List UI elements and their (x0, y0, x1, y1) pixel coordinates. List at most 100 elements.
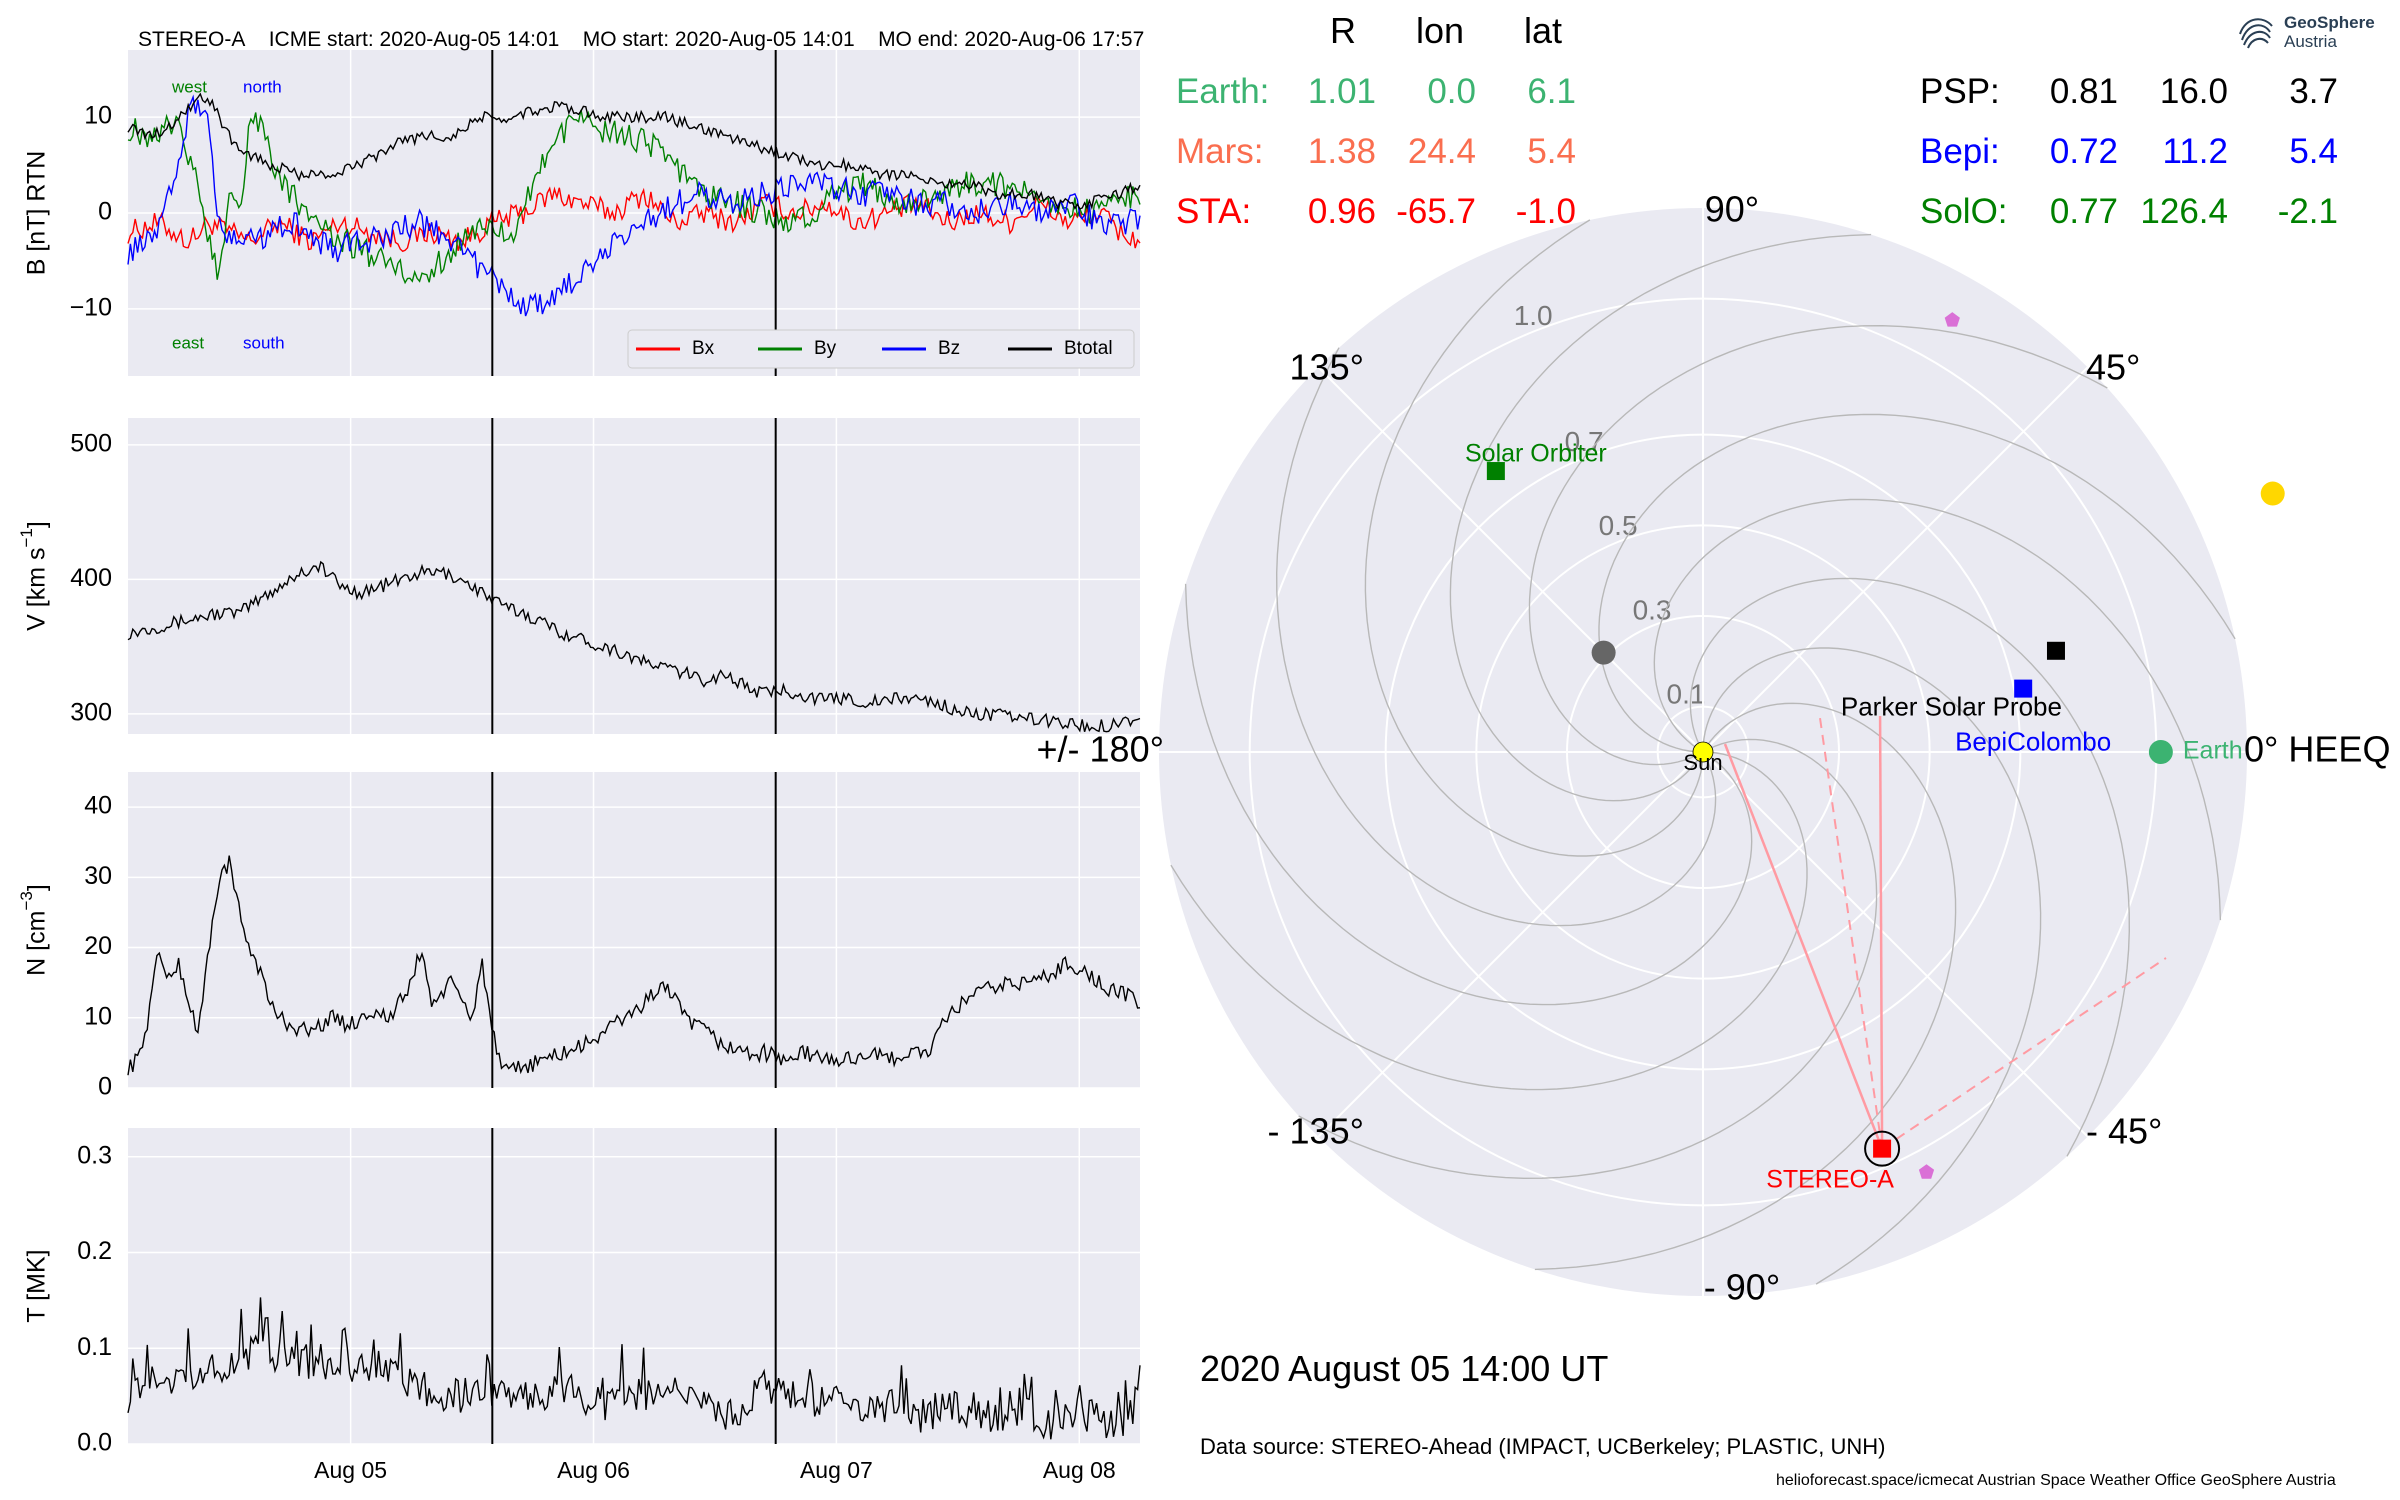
annotation-north: north (243, 77, 282, 96)
position-lon: 11.2 (2162, 132, 2228, 171)
position-lat: 5.4 (1527, 132, 1576, 171)
angle-label-90: 90° (1705, 189, 1759, 230)
series-line-t (127, 1297, 1141, 1440)
position-name: SolO: (1920, 192, 2008, 231)
angle-label-0: 0° HEEQ (2244, 729, 2390, 770)
position-lat: 3.7 (2289, 72, 2338, 111)
series-line-btotal (127, 92, 1141, 211)
parker-spiral (1298, 738, 1878, 1180)
position-lon: 24.4 (1407, 132, 1476, 171)
marker-stereo-a (1873, 1139, 1892, 1158)
position-r: 0.81 (2049, 72, 2118, 111)
marker-bepicolombo (2014, 679, 2033, 698)
position-header-r: R (1330, 10, 1356, 51)
position-r: 0.96 (1307, 192, 1376, 231)
marker-body-8 (1944, 312, 1960, 327)
marker-body-7 (1591, 640, 1616, 665)
position-row-earth: Earth: 1.01 0.0 6.1 (1176, 72, 1576, 112)
geosphere-logo-icon (2239, 18, 2273, 49)
position-r: 0.72 (2049, 132, 2118, 171)
series-line-n (127, 855, 1141, 1076)
position-lon: -65.7 (1396, 192, 1476, 231)
series-line-bz (127, 94, 1141, 317)
y-axis-label: V [km s−1] (17, 521, 50, 631)
annotation-west: west (171, 77, 207, 96)
x-tick-label: Aug 06 (557, 1457, 630, 1483)
position-lat: -1.0 (1515, 192, 1576, 231)
sta-ring-marker (1864, 1130, 1901, 1167)
position-lat: 5.4 (2289, 132, 2338, 171)
sta-fov-line (1878, 715, 1884, 1149)
parker-spiral (1653, 498, 2222, 921)
icme-start-label: ICME start: 2020-Aug-05 14:01 (268, 28, 560, 51)
plot-datetime: 2020 August 05 14:00 UT (1200, 1348, 1609, 1389)
sta-fov-dashed (1819, 717, 1884, 1149)
position-header-lat: lat (1524, 10, 1563, 51)
point-label-stereo-a: STEREO-A (1766, 1165, 1894, 1193)
position-r: 1.38 (1307, 132, 1376, 171)
position-lon: 16.0 (2159, 72, 2228, 111)
marker-parker-solar-probe (2046, 641, 2065, 660)
marker-body-9 (1918, 1164, 1935, 1179)
logo-line2: Austria (2284, 32, 2337, 51)
position-r: 0.77 (2049, 192, 2118, 231)
angle-label-neg45: - 45° (2086, 1111, 2162, 1152)
position-row-psp: PSP: 0.81 16.0 3.7 (1920, 72, 2338, 112)
point-label-solar-orbiter: Solar Orbiter (1465, 440, 1607, 468)
y-axis-label: T [MK] (23, 1249, 51, 1322)
angle-spoke (1317, 366, 1704, 753)
angle-label-neg90: - 90° (1704, 1267, 1780, 1308)
logo-line1: GeoSphere (2284, 13, 2375, 32)
parker-spiral (1528, 324, 2108, 766)
marker-sun (1692, 741, 1714, 763)
position-name: Earth: (1176, 72, 1270, 111)
y-tick-label: 400 (70, 564, 112, 592)
data-source-label: Data source: STEREO-Ahead (IMPACT, UCBer… (1200, 1434, 1886, 1459)
position-lon: 126.4 (2140, 192, 2228, 231)
legend-label-btotal: Btotal (1064, 338, 1113, 359)
timeseries-panel-temperature: 0.3 0.2 0.1 0.0 T [MK] Aug 05 Aug 06 Aug 07 Aug … (23, 1128, 1141, 1483)
position-row-bepi: Bepi: 0.72 11.2 5.4 (1920, 132, 2338, 172)
marker-solar-orbiter (1486, 462, 1505, 481)
y-tick-label: 0.3 (77, 1141, 112, 1169)
point-label-bepicolombo: BepiColombo (1955, 726, 2111, 756)
position-row-sta: STA: 0.96 -65.7 -1.0 (1176, 192, 1576, 232)
position-name: STA: (1176, 192, 1252, 231)
y-axis-label: N [cm−3] (17, 884, 50, 976)
radial-tick-label: 0.3 (1633, 594, 1672, 625)
parker-spiral (1275, 347, 1717, 927)
position-name: Bepi: (1920, 132, 2000, 171)
point-label-earth: Earth (2183, 737, 2243, 765)
annotation-east: east (172, 333, 204, 352)
legend-label-bx: Bx (692, 338, 715, 359)
y-tick-label: 30 (84, 862, 112, 890)
y-tick-label: 10 (84, 102, 112, 130)
parker-spiral (1184, 583, 1753, 1006)
position-row-mars: Mars: 1.38 24.4 5.4 (1176, 132, 1576, 172)
angle-label-180: +/- 180° (1037, 729, 1164, 770)
spacecraft-name: STEREO-A (138, 28, 246, 51)
y-tick-label: 0 (98, 1073, 112, 1101)
marker-body-2 (2260, 481, 2285, 506)
legend-box (627, 329, 1135, 369)
y-tick-label: 0 (98, 198, 112, 226)
panel-background (128, 418, 1140, 734)
point-label-parker-solar-probe: Parker Solar Probe (1841, 692, 2062, 722)
position-name: Mars: (1176, 132, 1264, 171)
radial-tick-label: 1.0 (1514, 300, 1553, 331)
parker-spiral (1702, 647, 2042, 1285)
sta-fov-dashed (1881, 957, 2167, 1150)
y-tick-label: 0.2 (77, 1237, 112, 1265)
footer-credits: helioforecast.space/icmecat Austrian Spa… (1776, 1472, 2336, 1489)
y-tick-label: 0.0 (77, 1429, 112, 1457)
timeseries-panel-density: 40 30 20 10 0 N [cm−3] (17, 772, 1141, 1101)
y-tick-label: −10 (70, 293, 112, 321)
position-name: PSP: (1920, 72, 2000, 111)
parker-spiral (1689, 577, 2131, 1157)
parker-spiral (1598, 413, 2236, 753)
point-label-sun: Sun (1683, 750, 1722, 775)
angle-spoke (1317, 751, 1704, 1138)
position-lat: 6.1 (1527, 72, 1576, 111)
